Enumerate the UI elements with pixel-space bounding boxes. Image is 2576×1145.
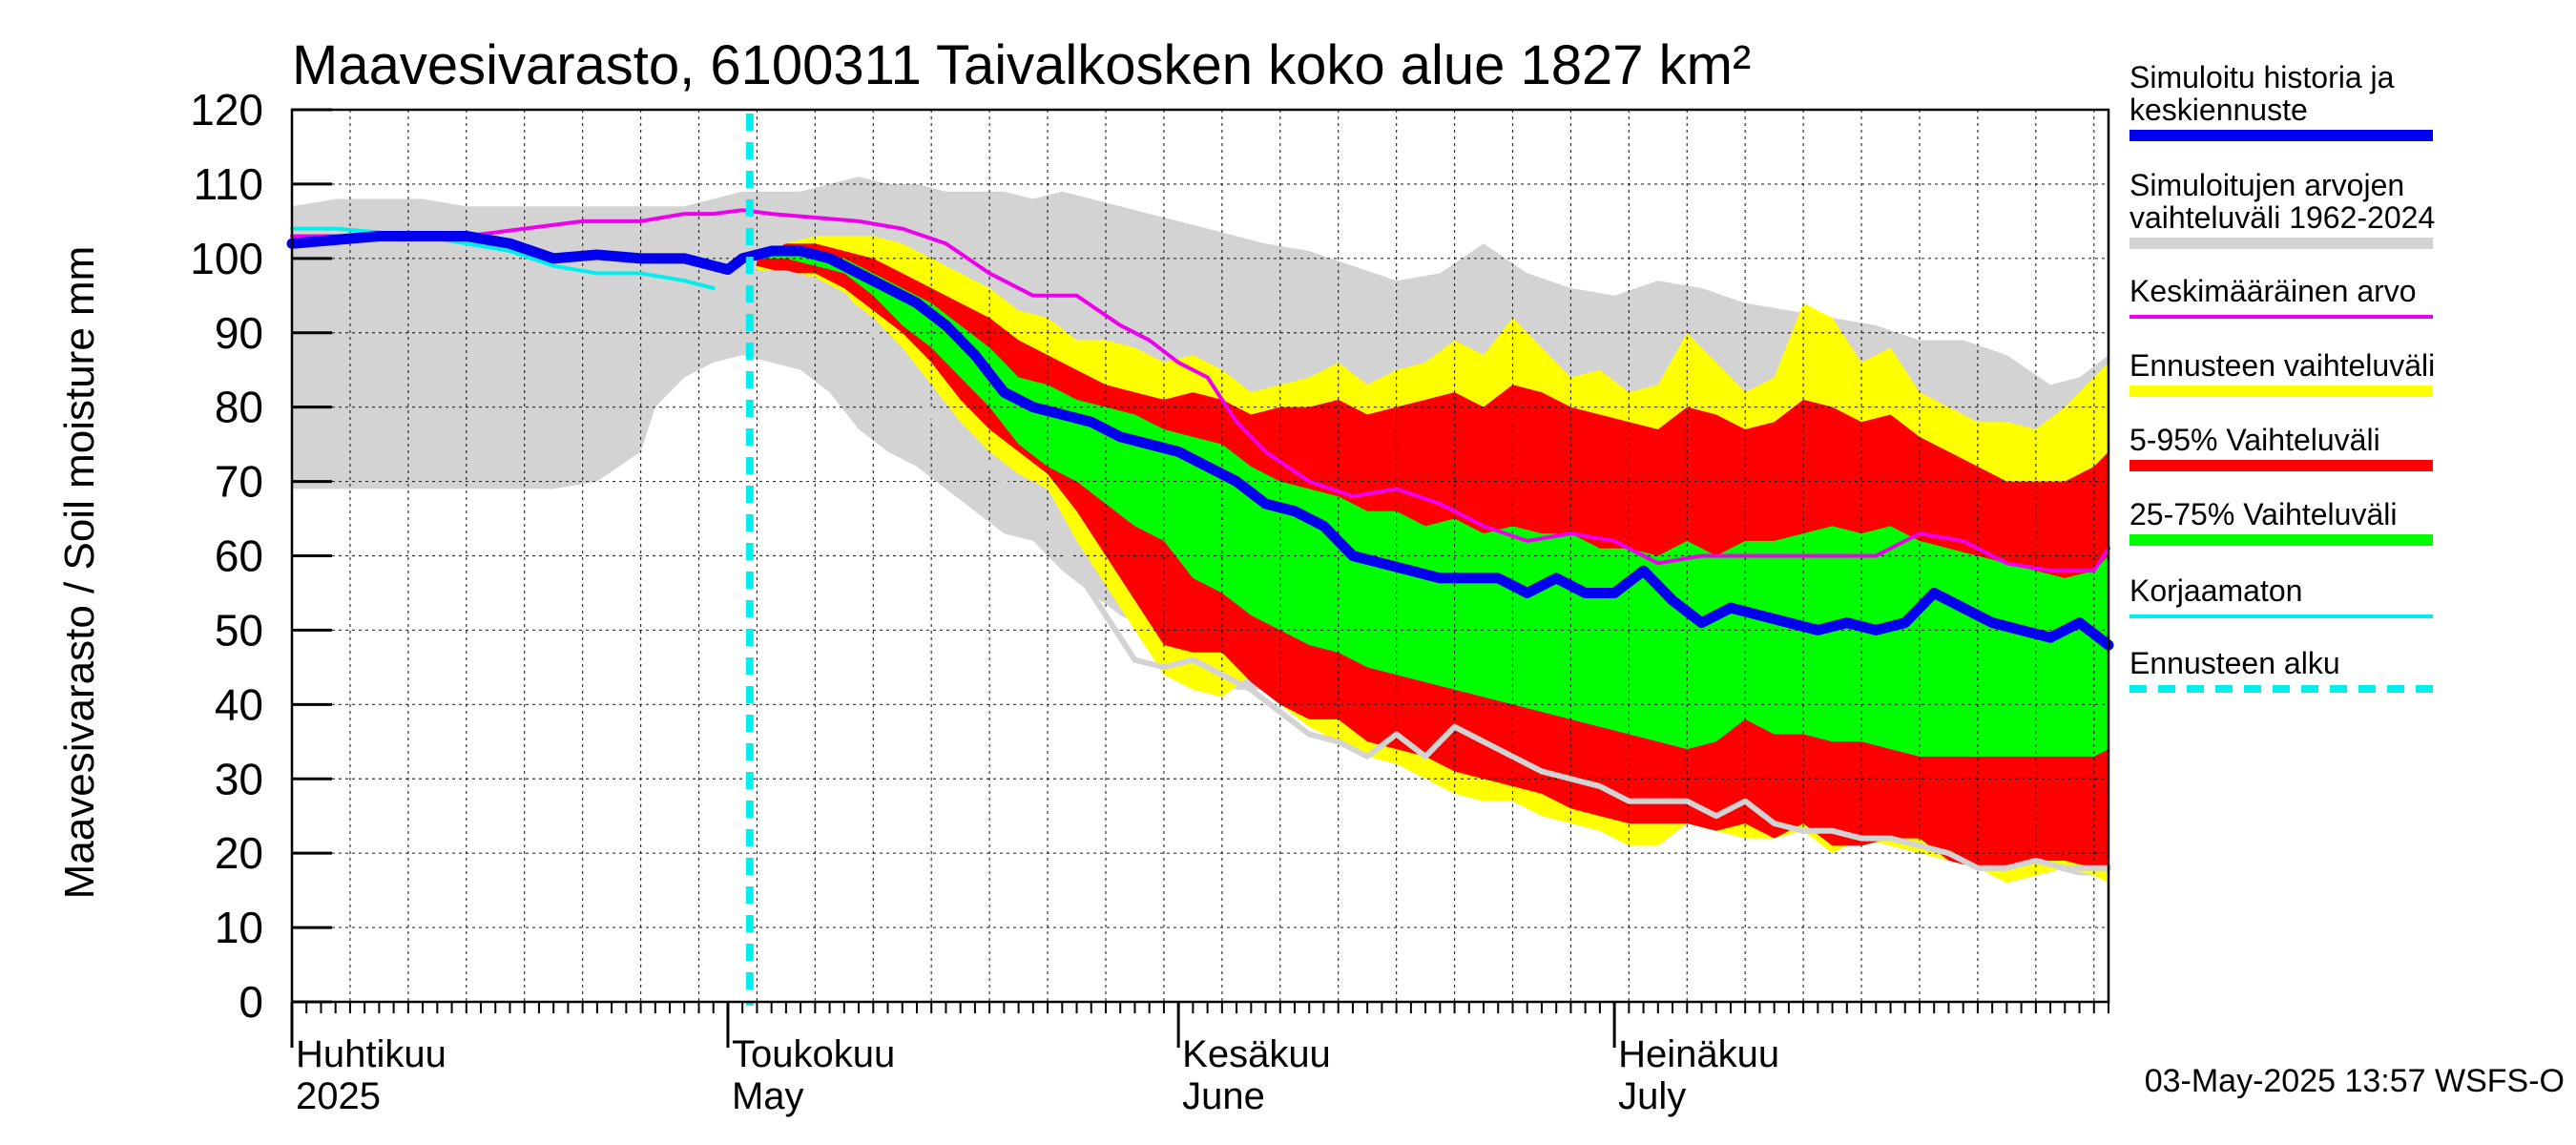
y-tick-label: 60 — [215, 531, 263, 581]
legend-label: Ennusteen alku — [2129, 646, 2340, 680]
legend-item: Korjaamaton — [2129, 573, 2433, 618]
month-label-fi: Huhtikuu — [296, 1033, 447, 1075]
legend-item: 25-75% Vaihteluväli — [2129, 497, 2433, 546]
y-tick-label: 0 — [239, 977, 263, 1027]
y-axis-label: Maavesivarasto / Soil moisture mm — [56, 246, 103, 900]
mean-line — [290, 208, 2110, 573]
legend-label: Ennusteen vaihteluväli — [2129, 348, 2435, 383]
month-label-fi: Kesäkuu — [1182, 1033, 1331, 1075]
y-axis: 0 10 20 30 40 50 60 70 80 90 100 110 120 — [190, 85, 332, 1027]
month-label-fi: Heinäkuu — [1618, 1033, 1779, 1075]
legend: Simuloitu historia jakeskiennusteSimuloi… — [2129, 60, 2435, 693]
month-label-fi: Toukokuu — [732, 1033, 895, 1075]
month-label-en: June — [1182, 1075, 1265, 1117]
legend-item: Ennusteen alku — [2129, 646, 2433, 693]
legend-item: 5-95% Vaihteluväli — [2129, 423, 2433, 471]
y-tick-label: 30 — [215, 754, 263, 803]
y-tick-label: 10 — [215, 903, 263, 952]
minimum-line — [754, 270, 2111, 871]
legend-label: Keskimääräinen arvo — [2129, 274, 2417, 308]
median-forecast-line — [286, 230, 2114, 651]
month-label-en: May — [732, 1075, 804, 1117]
y-tick-label: 40 — [215, 679, 263, 729]
y-tick-label: 20 — [215, 828, 263, 878]
uncorrected-line — [290, 226, 716, 290]
legend-label: 25-75% Vaihteluväli — [2129, 497, 2397, 531]
timestamp: 03-May-2025 13:57 WSFS-O — [2145, 1063, 2565, 1099]
y-tick-label: 50 — [215, 605, 263, 655]
y-tick-label: 90 — [215, 308, 263, 358]
legend-label: Korjaamaton — [2129, 573, 2302, 608]
y-tick-label: 120 — [190, 85, 263, 135]
y-tick-label: 80 — [215, 383, 263, 432]
plot-area — [286, 108, 2114, 1006]
legend-label: vaihteluväli 1962-2024 — [2129, 200, 2435, 235]
legend-label: 5-95% Vaihteluväli — [2129, 423, 2380, 457]
month-label-en: July — [1618, 1075, 1686, 1117]
legend-label: keskiennuste — [2129, 93, 2308, 127]
legend-label: Simuloitujen arvojen — [2129, 168, 2404, 202]
chart-title: Maavesivarasto, 6100311 Taivalkosken kok… — [292, 34, 1751, 96]
legend-item: Keskimääräinen arvo — [2129, 274, 2433, 319]
month-label-en: 2025 — [296, 1075, 381, 1117]
y-tick-label: 100 — [190, 234, 263, 283]
legend-item: Ennusteen vaihteluväli — [2129, 348, 2435, 397]
y-tick-label: 70 — [215, 457, 263, 507]
legend-label: Simuloitu historia ja — [2129, 60, 2395, 94]
y-tick-label: 110 — [194, 159, 263, 209]
